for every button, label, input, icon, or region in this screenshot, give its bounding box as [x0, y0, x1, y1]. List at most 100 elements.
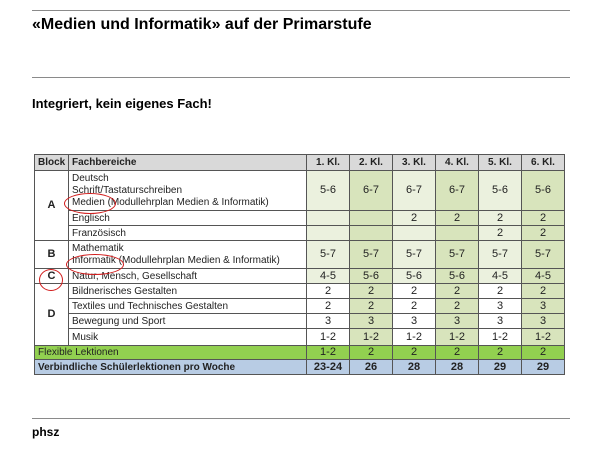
header-kl3: 3. Kl.	[392, 154, 436, 171]
table-cell: 6-7	[435, 170, 479, 211]
table-row-a2-franzoesisch: Französisch 2 2	[35, 225, 565, 241]
top-rule	[32, 10, 570, 11]
table-cell: 2	[521, 283, 565, 299]
table-cell: 1-2	[478, 328, 522, 346]
table-row-d3: Bewegung und Sport 3 3 3 3 3 3	[35, 313, 565, 329]
table-cell	[349, 210, 393, 226]
table-cell: 3	[478, 298, 522, 314]
table-cell: 1-2	[306, 345, 350, 360]
table-row-total: Verbindliche Schülerlektionen pro Woche …	[34, 359, 565, 375]
table-cell: 2	[392, 345, 436, 360]
table-cell: 29	[521, 359, 565, 375]
table-cell: 23-24	[306, 359, 350, 375]
table-cell: 3	[349, 313, 393, 329]
table-cell: 5-6	[349, 268, 393, 284]
title-rule	[32, 77, 570, 78]
table-row-c: C Natur, Mensch, Gesellschaft 4-5 5-6 5-…	[34, 268, 565, 284]
table-cell: 6-7	[349, 170, 393, 211]
table-row-a1: A Deutsch Schrift/Tastaturschreiben Medi…	[34, 170, 565, 241]
subject-label: Bildnerisches Gestalten	[68, 283, 307, 299]
block-c: C	[34, 268, 69, 284]
table-cell: 5-7	[435, 240, 479, 269]
table-cell: 5-6	[306, 170, 350, 211]
lektionentafel-table: Block Fachbereiche 1. Kl. 2. Kl. 3. Kl. …	[34, 154, 565, 375]
subject-label: Natur, Mensch, Gesellschaft	[68, 268, 307, 284]
table-cell	[306, 210, 350, 226]
table-row-b: B Mathematik Informatik (Modullehrplan M…	[34, 240, 565, 269]
table-cell: 1-2	[349, 328, 393, 346]
block-d: D	[34, 283, 69, 346]
table-cell: 2	[349, 298, 393, 314]
table-cell: 2	[478, 283, 522, 299]
table-cell: 5-6	[521, 170, 565, 211]
table-cell: 3	[435, 313, 479, 329]
table-cell: 2	[435, 283, 479, 299]
table-row-a2-englisch: Englisch 2 2 2 2	[35, 210, 565, 226]
table-cell: 28	[435, 359, 479, 375]
table-cell: 5-7	[478, 240, 522, 269]
table-cell: 3	[478, 313, 522, 329]
table-cell: 2	[349, 345, 393, 360]
table-cell: 2	[521, 345, 565, 360]
table-cell: 2	[435, 345, 479, 360]
table-cell: 2	[478, 210, 522, 226]
table-cell: 5-6	[435, 268, 479, 284]
table-cell: 2	[435, 298, 479, 314]
subject-label: Englisch	[68, 210, 307, 226]
table-cell: 3	[306, 313, 350, 329]
table-cell: 2	[392, 283, 436, 299]
fachbereich-a1: Deutsch Schrift/Tastaturschreiben Medien…	[68, 170, 307, 211]
table-cell: 5-6	[478, 170, 522, 211]
header-kl1: 1. Kl.	[306, 154, 350, 171]
table-cell: 2	[392, 210, 436, 226]
table-cell	[349, 225, 393, 241]
subject-label: Musik	[68, 328, 307, 346]
table-row-d4: Musik 1-2 1-2 1-2 1-2 1-2 1-2	[35, 328, 565, 346]
header-fachbereiche: Fachbereiche	[68, 154, 307, 171]
subject-label: Informatik (Modullehrplan Medien & Infor…	[72, 254, 280, 266]
slide-title: «Medien und Informatik» auf der Primarst…	[32, 16, 372, 33]
table-row-d1: D Bildnerisches Gestalten 2 2 2 2 2 2	[34, 283, 565, 346]
table-cell: 2	[306, 283, 350, 299]
footer-rule	[32, 418, 570, 419]
header-kl2: 2. Kl.	[349, 154, 393, 171]
table-cell: 2	[478, 345, 522, 360]
table-cell: 5-7	[392, 240, 436, 269]
table-cell: 5-7	[349, 240, 393, 269]
table-cell: 2	[521, 225, 565, 241]
table-row-flexible: Flexible Lektionen 1-2 2 2 2 2 2	[34, 345, 565, 360]
subject-label: Deutsch	[72, 172, 109, 184]
table-cell: 26	[349, 359, 393, 375]
subject-label: Französisch	[68, 225, 307, 241]
table-cell: 4-5	[306, 268, 350, 284]
table-cell: 6-7	[392, 170, 436, 211]
table-cell: 3	[392, 313, 436, 329]
table-cell: 1-2	[521, 328, 565, 346]
table-cell: 29	[478, 359, 522, 375]
table-cell: 2	[478, 225, 522, 241]
table-cell: 4-5	[478, 268, 522, 284]
table-cell: 1-2	[392, 328, 436, 346]
table-row-d2: Textiles und Technisches Gestalten 2 2 2…	[35, 298, 565, 314]
subject-label: Medien (Modullehrplan Medien & Informati…	[72, 196, 269, 208]
table-cell: 2	[349, 283, 393, 299]
table-cell: 5-6	[392, 268, 436, 284]
table-cell: 3	[521, 298, 565, 314]
flexible-label: Flexible Lektionen	[34, 345, 307, 360]
subject-label: Schrift/Tastaturschreiben	[72, 184, 183, 196]
table-cell	[435, 225, 479, 241]
header-block: Block	[34, 154, 69, 171]
table-cell	[392, 225, 436, 241]
table-cell: 5-7	[306, 240, 350, 269]
header-row: Block Fachbereiche 1. Kl. 2. Kl. 3. Kl. …	[34, 154, 565, 171]
block-a: A	[34, 170, 69, 241]
table-cell: 4-5	[521, 268, 565, 284]
footer-logo-text: phsz	[32, 425, 60, 439]
header-kl6: 6. Kl.	[521, 154, 565, 171]
table-cell: 2	[435, 210, 479, 226]
subject-label: Mathematik	[72, 242, 124, 254]
table-cell: 3	[521, 313, 565, 329]
table-cell: 5-7	[521, 240, 565, 269]
table-cell: 1-2	[435, 328, 479, 346]
block-b: B	[34, 240, 69, 269]
